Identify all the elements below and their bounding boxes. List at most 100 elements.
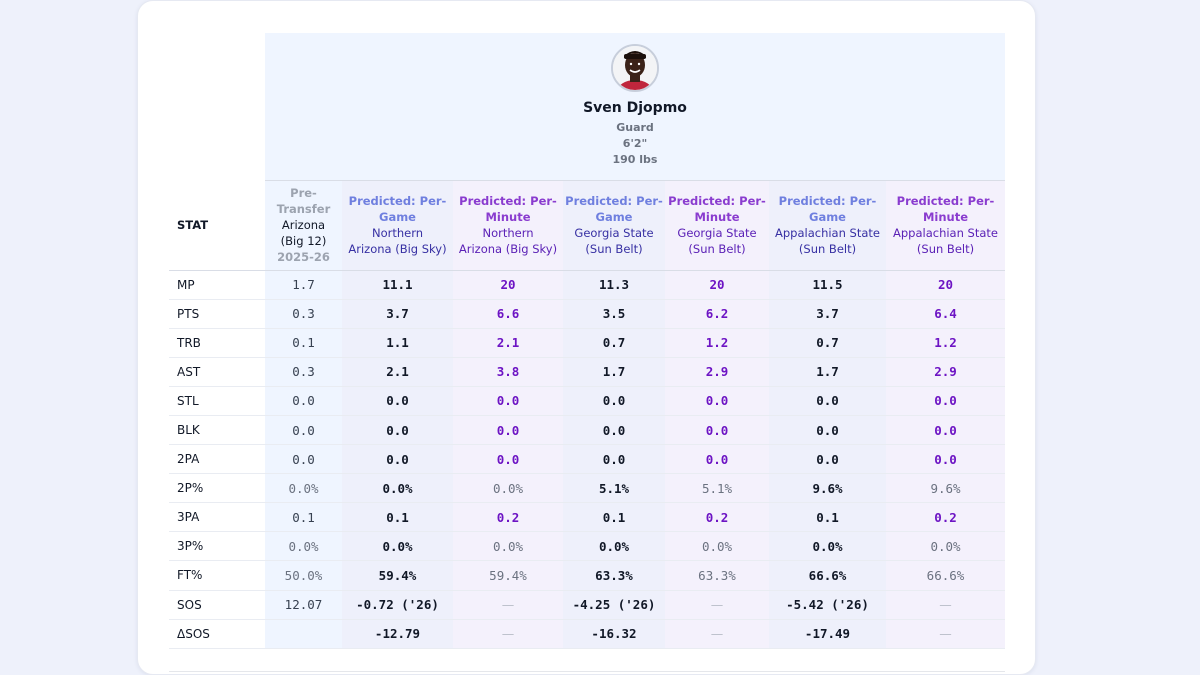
- stat-cell: 63.3%: [665, 560, 769, 591]
- stat-cell: —: [453, 619, 563, 649]
- stat-cell: 0.0%: [563, 531, 665, 562]
- stat-cell: 1.2: [886, 328, 1005, 358]
- stat-cell: 0.7: [563, 328, 665, 358]
- stat-cell: 0.0%: [769, 531, 886, 562]
- stat-cell: 3.7: [342, 299, 453, 329]
- stat-cell: 0.0: [563, 415, 665, 446]
- stat-cell: 0.0: [453, 415, 563, 446]
- stat-label: SOS: [169, 590, 265, 620]
- stat-cell: 0.1: [563, 502, 665, 533]
- stat-cell: 0.0: [665, 444, 769, 475]
- stat-cell: 0.0%: [342, 531, 453, 562]
- stat-cell: 0.0: [769, 386, 886, 416]
- stat-cell: 0.0: [342, 386, 453, 416]
- stat-cell: 0.0: [886, 415, 1005, 446]
- stat-cell: 66.6%: [769, 560, 886, 591]
- stat-cell: 2.1: [453, 328, 563, 358]
- stat-cell: 20: [665, 270, 769, 300]
- stat-cell: —: [886, 590, 1005, 620]
- stat-label: AST: [169, 357, 265, 387]
- stat-cell: 0.0%: [665, 531, 769, 562]
- stat-cell: 0.3: [265, 357, 342, 387]
- stat-cell: 0.0: [665, 415, 769, 446]
- stat-label: 2PA: [169, 444, 265, 475]
- player-avatar: [611, 44, 659, 92]
- stat-cell: 59.4%: [342, 560, 453, 591]
- stat-cell: 0.0: [265, 444, 342, 475]
- table-bottom-divider: [169, 671, 1005, 672]
- table-row: STL 0.0 0.0 0.0 0.0 0.0 0.0 0.0: [169, 386, 1005, 416]
- stat-cell: 0.0: [265, 415, 342, 446]
- stat-cell: 0.0%: [265, 473, 342, 504]
- stat-label: 3PA: [169, 502, 265, 533]
- table-row: BLK 0.0 0.0 0.0 0.0 0.0 0.0 0.0: [169, 415, 1005, 446]
- stat-cell: 12.07: [265, 590, 342, 620]
- table-row: TRB 0.1 1.1 2.1 0.7 1.2 0.7 1.2: [169, 328, 1005, 358]
- stat-cell: 6.2: [665, 299, 769, 329]
- stat-cell: 9.6%: [886, 473, 1005, 504]
- stat-cell: 20: [886, 270, 1005, 300]
- stat-cell: 0.2: [453, 502, 563, 533]
- stat-label: PTS: [169, 299, 265, 329]
- stat-cell: 66.6%: [886, 560, 1005, 591]
- stat-label: 3P%: [169, 531, 265, 562]
- stat-cell: 1.7: [769, 357, 886, 387]
- stat-cell: 0.0: [665, 386, 769, 416]
- stat-cell: [265, 619, 342, 649]
- stat-cell: 3.5: [563, 299, 665, 329]
- stat-label: MP: [169, 270, 265, 300]
- table-row: FT% 50.0% 59.4% 59.4% 63.3% 63.3% 66.6% 66.6%: [169, 560, 1005, 591]
- stat-cell: 0.0: [769, 415, 886, 446]
- stat-cell: 0.0: [769, 444, 886, 475]
- stat-cell: 0.0%: [342, 473, 453, 504]
- stat-cell: 5.1%: [563, 473, 665, 504]
- stat-cell: -16.32: [563, 619, 665, 649]
- stat-cell: —: [453, 590, 563, 620]
- stat-cell: 0.1: [342, 502, 453, 533]
- stat-cell: 6.4: [886, 299, 1005, 329]
- column-header-appalachian-state-per-game: Predicted: Per- Game Appalachian State (…: [769, 181, 886, 271]
- stat-cell: 0.0%: [886, 531, 1005, 562]
- table-row: ΔSOS -12.79— -16.32— -17.49—: [169, 619, 1005, 649]
- stat-label: ΔSOS: [169, 619, 265, 649]
- stat-cell: 0.2: [886, 502, 1005, 533]
- stat-cell: 0.0%: [265, 531, 342, 562]
- stat-cell: 59.4%: [453, 560, 563, 591]
- stat-cell: 0.0: [563, 444, 665, 475]
- stat-cell: 9.6%: [769, 473, 886, 504]
- stat-cell: —: [665, 590, 769, 620]
- table-row: 3PA 0.1 0.1 0.2 0.1 0.2 0.1 0.2: [169, 502, 1005, 533]
- column-header-northern-arizona-per-game: Predicted: Per- Game Northern Arizona (B…: [342, 181, 453, 271]
- player-height: 6'2": [622, 137, 648, 150]
- stat-cell: 0.1: [265, 502, 342, 533]
- stat-cell: 11.5: [769, 270, 886, 300]
- stat-cell: 2.9: [886, 357, 1005, 387]
- stat-cell: 5.1%: [665, 473, 769, 504]
- stats-table: STAT Pre- Transfer Arizona (Big 12) 2025…: [169, 181, 1005, 649]
- stat-cell: 0.0: [342, 415, 453, 446]
- stat-cell: 0.0: [453, 386, 563, 416]
- stat-cell: 20: [453, 270, 563, 300]
- table-header-row: STAT Pre- Transfer Arizona (Big 12) 2025…: [169, 181, 1005, 271]
- player-profile: Sven Djopmo Guard 6'2" 190 lbs: [265, 33, 1005, 181]
- stat-cell: —: [886, 619, 1005, 649]
- stat-cell: 3.7: [769, 299, 886, 329]
- stat-cell: 1.7: [265, 270, 342, 300]
- table-row: PTS 0.3 3.7 6.6 3.5 6.2 3.7 6.4: [169, 299, 1005, 329]
- stat-label: FT%: [169, 560, 265, 591]
- stat-cell: -5.42 ('26): [769, 590, 886, 620]
- table-row: 2P% 0.0% 0.0% 0.0% 5.1% 5.1% 9.6% 9.6%: [169, 473, 1005, 504]
- stat-cell: 11.1: [342, 270, 453, 300]
- stat-cell: 0.0: [342, 444, 453, 475]
- table-row: MP 1.7 11.1 20 11.3 20 11.5 20: [169, 270, 1005, 300]
- stat-label: 2P%: [169, 473, 265, 504]
- stat-label: BLK: [169, 415, 265, 446]
- stat-cell: 0.3: [265, 299, 342, 329]
- stat-cell: 6.6: [453, 299, 563, 329]
- stat-cell: 3.8: [453, 357, 563, 387]
- stat-cell: —: [665, 619, 769, 649]
- player-position: Guard: [616, 121, 654, 134]
- stat-cell: 11.3: [563, 270, 665, 300]
- stat-cell: 1.2: [665, 328, 769, 358]
- column-header-georgia-state-per-minute: Predicted: Per- Minute Georgia State (Su…: [665, 181, 769, 271]
